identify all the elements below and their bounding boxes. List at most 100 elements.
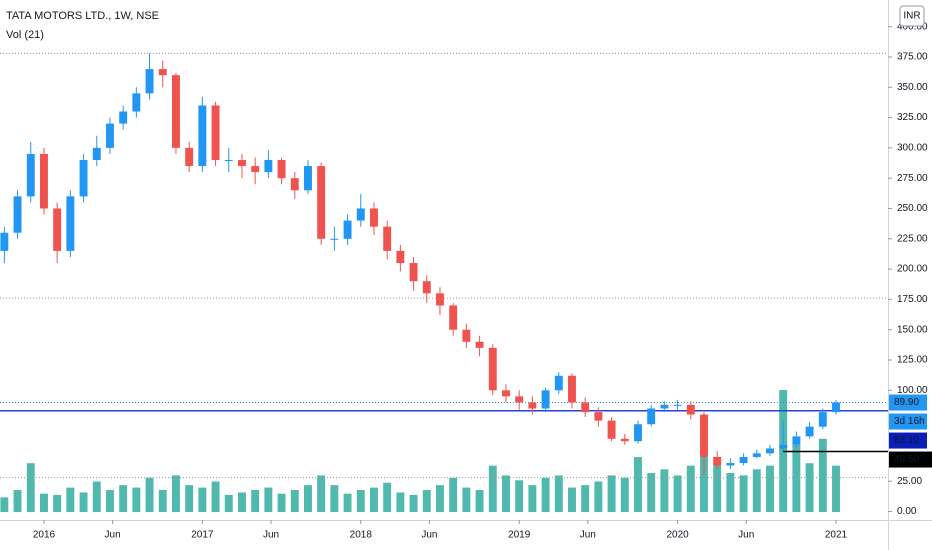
candle-body bbox=[172, 75, 180, 148]
candle-body bbox=[185, 147, 194, 167]
volume-bar bbox=[554, 475, 563, 512]
candle-body bbox=[304, 166, 312, 191]
volume-bar bbox=[700, 451, 708, 512]
volume-bar bbox=[766, 465, 774, 512]
volume-bar bbox=[290, 490, 299, 512]
volume-label: Vol (21) bbox=[6, 29, 44, 41]
candle-body bbox=[660, 404, 669, 409]
volume-bar bbox=[647, 472, 656, 512]
candle-body bbox=[515, 396, 524, 403]
volume-bar bbox=[607, 475, 616, 512]
volume-bar bbox=[396, 492, 405, 512]
volume-bar bbox=[515, 480, 524, 512]
volume-bar bbox=[594, 481, 603, 512]
candle-body bbox=[251, 166, 260, 173]
candle-body bbox=[277, 160, 286, 179]
candle-body bbox=[145, 69, 154, 94]
candle-body bbox=[79, 160, 88, 197]
candle-body bbox=[158, 69, 167, 76]
candle-body bbox=[211, 105, 220, 160]
y-tick-label: 25.00 bbox=[897, 476, 922, 487]
volume-bar bbox=[304, 485, 312, 512]
volume-bar bbox=[713, 463, 722, 512]
candle-body bbox=[568, 375, 576, 403]
candle-body bbox=[356, 208, 365, 221]
volume-bar bbox=[581, 485, 590, 512]
candle-body bbox=[370, 208, 378, 227]
candle-body bbox=[92, 147, 101, 160]
volume-bar bbox=[422, 490, 431, 512]
y-tick-label: 350.00 bbox=[897, 82, 928, 93]
volume-bar bbox=[158, 490, 167, 512]
volume-bar bbox=[145, 477, 154, 512]
currency-box[interactable] bbox=[899, 5, 925, 27]
candle-body bbox=[805, 426, 814, 437]
volume-bar bbox=[224, 494, 233, 512]
candle-body bbox=[673, 404, 682, 406]
volume-bar bbox=[620, 477, 629, 512]
candle-body bbox=[66, 196, 75, 251]
x-tick-label: 2021 bbox=[825, 530, 848, 541]
volume-bar bbox=[832, 465, 840, 512]
y-tick-label: 0.00 bbox=[897, 506, 917, 517]
volume-bar bbox=[568, 487, 576, 512]
candle-body bbox=[409, 263, 418, 282]
candle-body bbox=[224, 160, 233, 161]
price-label-box bbox=[889, 394, 927, 411]
candle-body bbox=[53, 208, 62, 251]
candle-body bbox=[502, 390, 510, 397]
volume-bar bbox=[383, 482, 392, 512]
candle-body bbox=[330, 238, 339, 240]
candle-body bbox=[264, 160, 273, 173]
volume-bar bbox=[343, 493, 352, 512]
candle-body bbox=[396, 250, 405, 264]
candle-body bbox=[13, 196, 22, 233]
volume-bar bbox=[528, 485, 537, 512]
candle-body bbox=[607, 420, 616, 439]
candle-body bbox=[739, 456, 748, 464]
y-tick-label: 250.00 bbox=[897, 203, 928, 214]
volume-bar bbox=[475, 490, 484, 512]
candle-body bbox=[647, 408, 656, 425]
volume-bar bbox=[132, 487, 141, 512]
volume-bar bbox=[119, 485, 128, 512]
volume-bar bbox=[53, 494, 62, 512]
price-label-box bbox=[889, 451, 932, 468]
y-tick-label: 150.00 bbox=[897, 324, 928, 335]
y-tick-label: 225.00 bbox=[897, 233, 928, 244]
candle-body bbox=[792, 436, 801, 445]
candle-body bbox=[462, 329, 471, 342]
volume-bar bbox=[739, 475, 748, 512]
volume-bar bbox=[0, 497, 9, 512]
volume-bar bbox=[488, 465, 497, 512]
volume-bar bbox=[106, 490, 114, 512]
candle-body bbox=[620, 438, 629, 442]
volume-bar bbox=[198, 487, 207, 512]
volume-bar bbox=[752, 469, 761, 512]
volume-bar bbox=[264, 487, 273, 512]
volume-bar bbox=[330, 485, 339, 512]
volume-bar bbox=[436, 485, 444, 512]
volume-bar bbox=[409, 494, 418, 512]
volume-bar bbox=[502, 475, 510, 512]
x-tick-label: 2018 bbox=[350, 530, 373, 541]
volume-bar bbox=[26, 463, 35, 512]
volume-bar bbox=[726, 472, 735, 512]
x-tick-label: Jun bbox=[738, 530, 754, 541]
x-tick-label: Jun bbox=[421, 530, 437, 541]
y-tick-label: 175.00 bbox=[897, 294, 928, 305]
y-tick-label: 375.00 bbox=[897, 52, 928, 63]
candle-body bbox=[488, 347, 497, 391]
countdown: 3d 16h bbox=[894, 416, 925, 427]
volume-bar bbox=[317, 475, 326, 512]
y-tick-label: 200.00 bbox=[897, 264, 928, 275]
y-tick-label: 100.00 bbox=[897, 385, 928, 396]
volume-bar bbox=[172, 475, 180, 512]
volume-bar bbox=[462, 487, 471, 512]
y-tick-label: 325.00 bbox=[897, 112, 928, 123]
candle-body bbox=[39, 153, 48, 209]
currency[interactable]: INR bbox=[903, 11, 920, 22]
candle-body bbox=[238, 160, 246, 167]
volume-bar bbox=[66, 487, 75, 512]
